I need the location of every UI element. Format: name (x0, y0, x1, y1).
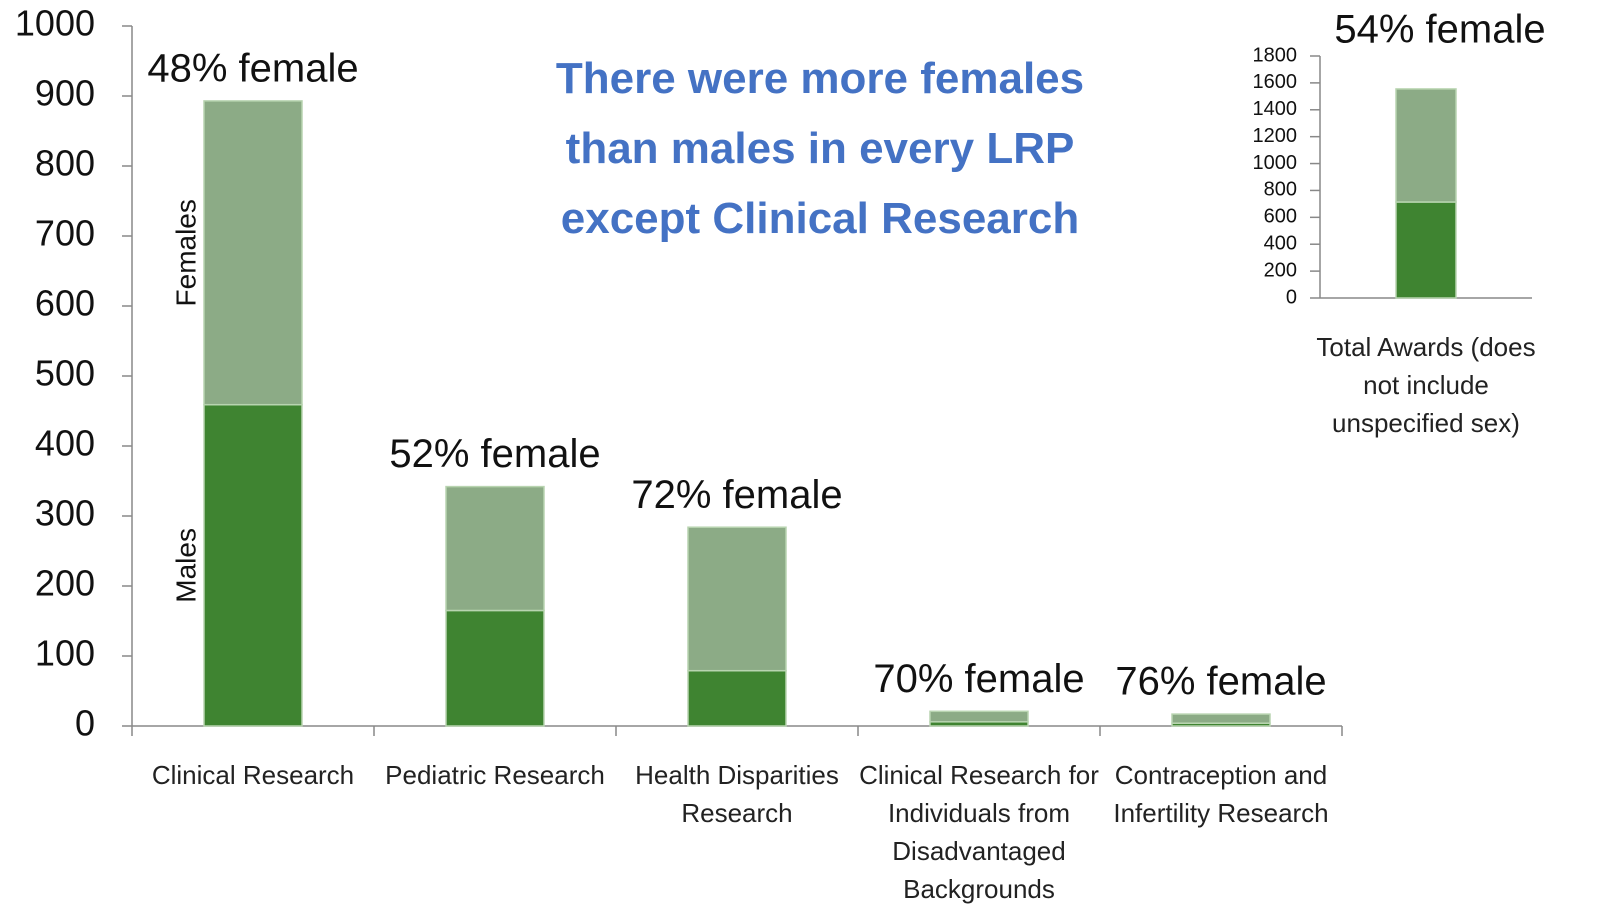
y-tick-label: 200 (1264, 259, 1297, 281)
bar-segment (1395, 88, 1457, 203)
annotation: 72% female (631, 473, 842, 517)
y-tick-label: 1600 (1253, 71, 1298, 93)
annotation: 70% female (873, 657, 1084, 701)
y-tick-label: 600 (1264, 206, 1297, 228)
y-tick-label: 800 (1264, 179, 1297, 201)
bar-segment (687, 526, 787, 672)
y-tick-label: 200 (35, 563, 95, 604)
y-tick-label: 600 (35, 283, 95, 324)
y-tick-label: 800 (35, 143, 95, 184)
y-tick-label: 1800 (1253, 44, 1298, 66)
bar-segment (445, 609, 545, 727)
x-tick-label: Pediatric Research (385, 760, 605, 790)
y-tick-label: 1000 (15, 3, 95, 44)
x-tick-label: Health Disparities Research (635, 760, 839, 828)
y-tick-label: 100 (35, 633, 95, 674)
y-tick-label: 0 (75, 703, 95, 744)
x-tick-label: Clinical Research (151, 760, 355, 790)
callout: There were more females than males in ev… (555, 54, 1085, 243)
annotation: 76% female (1115, 660, 1326, 704)
y-tick-label: 700 (35, 213, 95, 254)
y-tick-label: 300 (35, 493, 95, 534)
annotation: 48% female (147, 46, 358, 90)
y-tick-label: 0 (1286, 286, 1297, 308)
y-tick-label: 900 (35, 73, 95, 114)
bar-segment (929, 710, 1029, 723)
bar-segment (203, 403, 303, 727)
y-tick-label: 500 (35, 353, 95, 394)
annotation: 52% female (389, 432, 600, 476)
x-tick-label: Total Awards (does not include unspecifi… (1316, 332, 1536, 438)
y-tick-label: 1400 (1253, 98, 1298, 120)
x-tick-label: Clinical Research for Individuals from D… (859, 760, 1099, 904)
bar-segment (1171, 713, 1271, 724)
bar-segment (687, 669, 787, 727)
y-tick-label: 400 (35, 423, 95, 464)
bar-segment (203, 100, 303, 406)
y-tick-label: 1000 (1253, 152, 1298, 174)
y-tick-label: 400 (1264, 233, 1297, 255)
series-label: Males (170, 528, 201, 603)
x-tick-label: Contraception and Infertility Research (1113, 760, 1329, 828)
bar-segment (445, 485, 545, 612)
annotation: 54% female (1334, 8, 1545, 52)
y-tick-label: 1200 (1253, 125, 1298, 147)
series-label: Females (170, 199, 201, 306)
bar-segment (1395, 201, 1457, 299)
